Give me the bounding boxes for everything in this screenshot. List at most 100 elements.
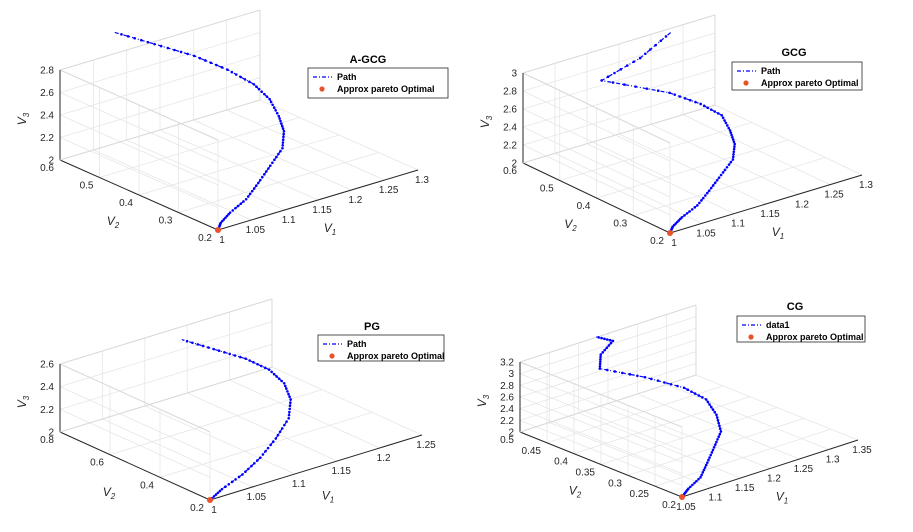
series-point	[287, 392, 290, 396]
legend-entry: Approx pareto Optimal	[761, 78, 859, 88]
grid-line	[187, 392, 338, 462]
series-point	[701, 396, 704, 399]
series-point	[685, 212, 689, 215]
series-point	[600, 79, 603, 82]
series-point	[683, 97, 687, 100]
z-tick-label: 2.6	[40, 360, 54, 371]
series-point	[656, 379, 660, 383]
series-point	[598, 364, 602, 368]
series-point	[668, 91, 671, 95]
x-tick-label: 1.05	[696, 228, 716, 239]
series-point	[267, 167, 270, 170]
series-point	[611, 81, 615, 84]
series-point	[645, 87, 649, 90]
series-point	[280, 379, 283, 383]
series-point	[718, 432, 722, 436]
series-point	[729, 160, 733, 164]
series-point	[263, 92, 266, 96]
series-point	[707, 458, 710, 462]
grid-line	[519, 327, 697, 386]
box-edge	[59, 69, 219, 141]
series-point	[715, 178, 719, 182]
series-point	[179, 50, 183, 54]
grid-line	[519, 351, 697, 410]
series-point	[710, 451, 714, 454]
series-point	[654, 43, 657, 47]
z-tick-label: 2.2	[40, 133, 54, 144]
x-axis-line	[217, 169, 419, 231]
series-point	[198, 56, 202, 60]
series-point	[690, 390, 693, 393]
grid-line	[522, 144, 671, 216]
series-point	[277, 152, 280, 156]
series-point	[695, 479, 698, 483]
series-point	[729, 131, 733, 135]
grid-line	[159, 411, 373, 478]
series-point	[606, 368, 609, 372]
z-tick-label: 2.8	[500, 381, 514, 392]
z-tick-label: 2.8	[503, 87, 517, 98]
y-tick-label: 0.2	[198, 233, 212, 244]
series-point	[715, 440, 718, 444]
legend-entry: Path	[337, 72, 357, 82]
legend-box	[736, 315, 866, 343]
z-tick-label: 2.4	[500, 404, 514, 415]
y-tick-label: 0.3	[159, 216, 173, 227]
series-point	[276, 433, 280, 437]
series-point	[634, 85, 637, 88]
series-point	[241, 473, 244, 476]
grid-line	[522, 86, 716, 146]
y-tick-label: 0.4	[577, 201, 591, 212]
legend-marker-swatch	[748, 334, 754, 340]
series-point	[236, 204, 240, 208]
z-axis-label: V3	[15, 112, 31, 125]
series-point	[281, 146, 284, 150]
series-point	[287, 413, 291, 417]
y-tick-label: 0.4	[140, 480, 154, 491]
series-point	[212, 347, 216, 351]
series-point	[285, 387, 288, 390]
series-point	[282, 129, 286, 133]
series-point	[247, 467, 250, 471]
series-point	[279, 119, 282, 123]
series-point	[676, 384, 679, 388]
x-axis-label: V1	[772, 225, 784, 241]
series-point	[719, 430, 723, 433]
box-edge	[59, 366, 273, 433]
series-point	[605, 346, 609, 350]
series-point	[711, 408, 715, 411]
series-point	[723, 119, 726, 122]
series-point	[603, 348, 607, 352]
series-point	[732, 140, 736, 144]
grid-line	[633, 157, 826, 216]
pareto-optimal-point	[215, 227, 221, 233]
pareto-optimal-point	[667, 230, 673, 236]
series-point	[227, 213, 230, 216]
grid-line	[229, 379, 380, 449]
series-point	[227, 482, 231, 486]
z-tick-label: 2.4	[503, 123, 517, 134]
series-point	[703, 194, 707, 197]
series-point	[166, 46, 170, 50]
x-tick-label: 1.1	[708, 493, 722, 504]
series-point	[269, 164, 272, 167]
series-point	[282, 381, 286, 385]
series-point	[626, 64, 629, 67]
chart-title: CG	[787, 301, 804, 313]
series-point	[248, 359, 251, 362]
y-tick-label: 0.35	[576, 468, 596, 479]
grid-line	[546, 385, 724, 444]
legend-box	[317, 334, 445, 362]
series-point	[699, 102, 702, 106]
series-point	[700, 199, 703, 202]
series-point	[281, 141, 285, 144]
series-point	[704, 398, 708, 401]
series-point	[599, 355, 602, 359]
series-point	[717, 421, 720, 425]
grid-line	[59, 386, 211, 456]
box-edge	[59, 9, 261, 71]
legend-box	[731, 61, 863, 91]
series-point	[237, 475, 241, 479]
y-tick-label: 0.6	[90, 458, 104, 469]
series-point	[715, 413, 718, 417]
